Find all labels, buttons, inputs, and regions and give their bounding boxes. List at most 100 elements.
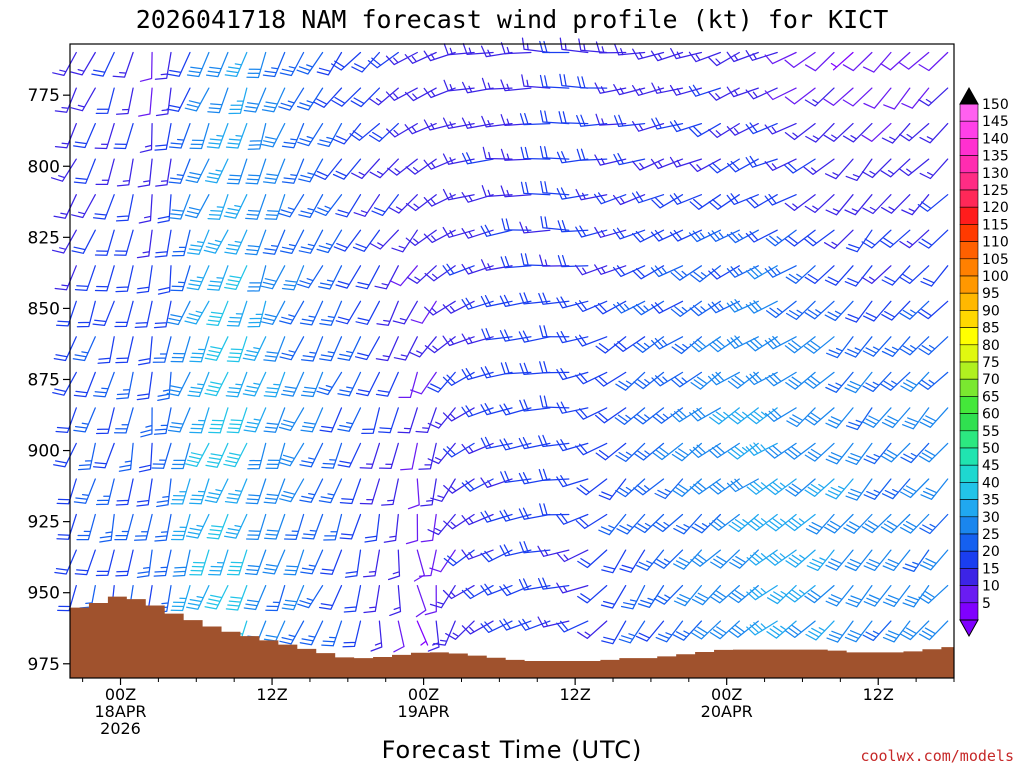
- wind-barb: [77, 442, 96, 471]
- wind-barb: [727, 407, 759, 425]
- wind-barb: [224, 51, 248, 78]
- colorbar-swatch: [959, 120, 979, 139]
- wind-barb: [381, 478, 399, 506]
- wind-barb: [189, 478, 210, 505]
- terrain-ground: [70, 596, 954, 678]
- wind-barb: [575, 407, 608, 420]
- wind-barb: [764, 87, 797, 101]
- wind-barb: [166, 300, 191, 326]
- y-tick-label: 775: [28, 86, 60, 106]
- wind-barb: [320, 549, 343, 575]
- wind-barb: [825, 478, 854, 500]
- wind-barb: [764, 407, 797, 422]
- wind-barb: [55, 407, 77, 434]
- wind-barb: [389, 265, 418, 287]
- wind-barb: [709, 620, 740, 640]
- wind-barb: [689, 300, 722, 317]
- wind-barb: [861, 158, 892, 179]
- wind-barb: [650, 229, 684, 242]
- wind-barb: [374, 265, 399, 290]
- y-tick-label: 800: [28, 157, 60, 177]
- wind-barb: [278, 194, 305, 218]
- wind-barb: [745, 194, 778, 209]
- wind-barb: [633, 478, 665, 496]
- wind-barb: [398, 371, 418, 399]
- wind-barb: [863, 584, 892, 607]
- wind-barb: [845, 442, 873, 466]
- wind-barb: [319, 336, 343, 362]
- colorbar-label: 25: [982, 527, 1000, 543]
- colorbar-swatch: [959, 310, 979, 328]
- wind-barb: [882, 549, 911, 572]
- wind-barb: [520, 146, 551, 160]
- colorbar-bottom-arrow: [959, 619, 979, 638]
- wind-barb: [919, 158, 949, 180]
- wind-barb: [785, 549, 816, 568]
- wind-barb: [99, 513, 115, 543]
- wind-barb: [461, 117, 494, 129]
- wind-barb: [263, 478, 286, 504]
- wind-barb: [151, 442, 172, 469]
- wind-barb: [537, 545, 570, 557]
- wind-barb: [919, 549, 949, 571]
- wind-barb: [881, 478, 911, 500]
- wind-barb: [745, 300, 778, 314]
- wind-barb: [745, 155, 778, 168]
- wind-barb: [369, 229, 399, 250]
- wind-barb: [226, 336, 248, 363]
- colorbar-label: 30: [982, 510, 1000, 526]
- wind-barb: [153, 549, 172, 577]
- wind-barb: [260, 265, 286, 290]
- wind-barb: [262, 229, 286, 255]
- wind-barb: [187, 371, 210, 398]
- wind-barb: [600, 584, 627, 609]
- wind-barb: [184, 194, 210, 219]
- wind-barb: [825, 371, 854, 393]
- credit-link[interactable]: coolwx.com/models: [860, 747, 1014, 765]
- wind-barb: [226, 549, 248, 576]
- wind-barb: [691, 513, 722, 534]
- wind-barb: [404, 51, 437, 64]
- wind-barb: [881, 300, 911, 321]
- wind-barb: [296, 51, 324, 75]
- wind-barb: [245, 478, 267, 505]
- wind-barb: [650, 265, 684, 278]
- wind-barb: [670, 407, 703, 423]
- wind-barb: [862, 336, 892, 357]
- wind-barb: [378, 407, 399, 434]
- wind-barb: [171, 442, 191, 470]
- wind-barb: [726, 122, 759, 136]
- wind-barb: [688, 51, 722, 63]
- wind-barb: [140, 407, 153, 438]
- wind-barb: [247, 300, 267, 328]
- wind-barb: [281, 371, 305, 397]
- wind-barb: [317, 122, 343, 148]
- colorbar-top-arrow: [959, 86, 979, 105]
- wind-barb: [243, 407, 267, 433]
- wind-barb: [224, 265, 248, 291]
- wind-barb: [337, 407, 362, 432]
- wind-barb: [184, 87, 210, 112]
- wind-barb: [726, 478, 759, 493]
- wind-barb: [331, 87, 362, 107]
- wind-barb: [842, 51, 873, 72]
- wind-barb: [880, 229, 911, 248]
- wind-barb: [651, 82, 684, 94]
- wind-barb: [804, 442, 835, 462]
- wind-barb: [138, 194, 153, 224]
- wind-barb: [385, 87, 418, 101]
- wind-barb: [298, 229, 324, 254]
- wind-barb: [825, 584, 854, 607]
- wind-barb: [95, 549, 115, 577]
- wind-barb: [803, 158, 835, 176]
- wind-barb: [654, 478, 684, 500]
- wind-barb: [74, 549, 96, 576]
- wind-barb: [71, 194, 96, 219]
- wind-barb: [901, 194, 930, 216]
- wind-barb: [862, 51, 892, 73]
- wind-barb: [764, 371, 797, 387]
- colorbar: 1501451401351301251201151101051009590858…: [959, 86, 1009, 638]
- wind-barb: [152, 336, 172, 363]
- wind-barb: [189, 549, 210, 576]
- wind-barb: [330, 51, 362, 71]
